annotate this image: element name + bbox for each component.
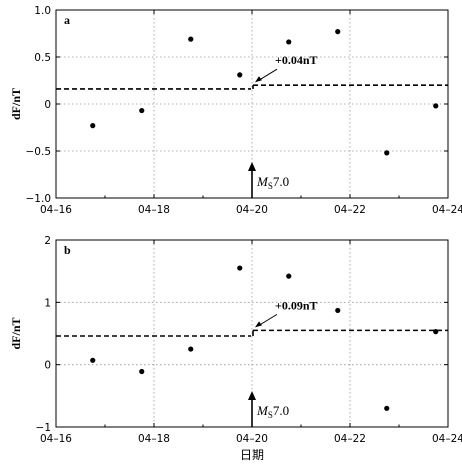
x-tick-label: 04–20 (236, 433, 268, 445)
panel-letter: b (64, 243, 71, 257)
x-tick-label: 04–16 (40, 433, 72, 445)
y-tick-label: 0 (44, 99, 51, 111)
annotation-arrowhead (255, 76, 262, 83)
panel-a: 04–16 04–18 04–20 04–22 04–24 1.0 0.5 0 −0.5 −1.0… (9, 5, 462, 216)
data-point (384, 150, 390, 156)
event-arrowhead (248, 391, 256, 400)
data-point (433, 329, 439, 335)
event-label-value: 7.0 (273, 403, 289, 418)
x-tick-label: 04–22 (334, 204, 366, 216)
panel-b: 04–16 04–18 04–20 04–22 04–24 2 1 0 −1 dF/nT b +0.0… (9, 235, 462, 462)
data-point (188, 36, 194, 42)
event-label: MS7.0 (256, 403, 289, 420)
y-tick-label: 2 (44, 235, 51, 247)
x-tick-label: 04–18 (138, 433, 170, 445)
panel-letter: a (64, 13, 70, 27)
y-axis-label: dF/nT (9, 88, 23, 120)
x-tick-label: 04–24 (432, 204, 462, 216)
data-point (237, 265, 243, 271)
data-point (139, 368, 145, 375)
change-annotation: +0.04nT (275, 53, 318, 67)
data-point (139, 107, 145, 114)
x-tick-label: 04–24 (432, 433, 462, 445)
x-tick-label: 04–22 (334, 433, 366, 445)
annotation-arrow (258, 68, 278, 81)
y-tick-label: 1.0 (34, 5, 51, 17)
y-tick-label: 0 (44, 360, 51, 372)
y-axis-label: dF/nT (9, 317, 23, 349)
data-point (90, 357, 96, 363)
annotation-arrowhead (255, 321, 262, 328)
change-annotation: +0.09nT (275, 298, 318, 312)
event-label-main: M (256, 174, 269, 189)
data-point (384, 405, 390, 411)
y-tick-label: 0.5 (34, 52, 51, 64)
data-point (335, 29, 341, 35)
y-tick-label: −1 (36, 422, 51, 434)
data-point (286, 273, 292, 279)
event-label-value: 7.0 (273, 174, 289, 189)
x-axis-label: 日期 (240, 448, 264, 462)
x-tick-label: 04–18 (138, 204, 170, 216)
annotation-arrow (258, 313, 278, 326)
y-tick-label: 1 (44, 297, 51, 309)
event-label-sub: S (268, 410, 273, 420)
data-point (188, 346, 194, 352)
y-tick-label: −1.0 (26, 193, 52, 205)
data-point (90, 123, 96, 129)
event-arrowhead (248, 162, 256, 171)
data-point (335, 307, 341, 314)
event-label: MS7.0 (256, 174, 289, 191)
event-label-main: M (256, 403, 269, 418)
x-tick-label: 04–16 (40, 204, 72, 216)
data-point (433, 103, 439, 109)
event-label-sub: S (268, 181, 273, 191)
data-point (286, 39, 292, 45)
y-tick-label: −0.5 (26, 146, 52, 158)
x-tick-label: 04–20 (236, 204, 268, 216)
data-point (237, 72, 243, 78)
